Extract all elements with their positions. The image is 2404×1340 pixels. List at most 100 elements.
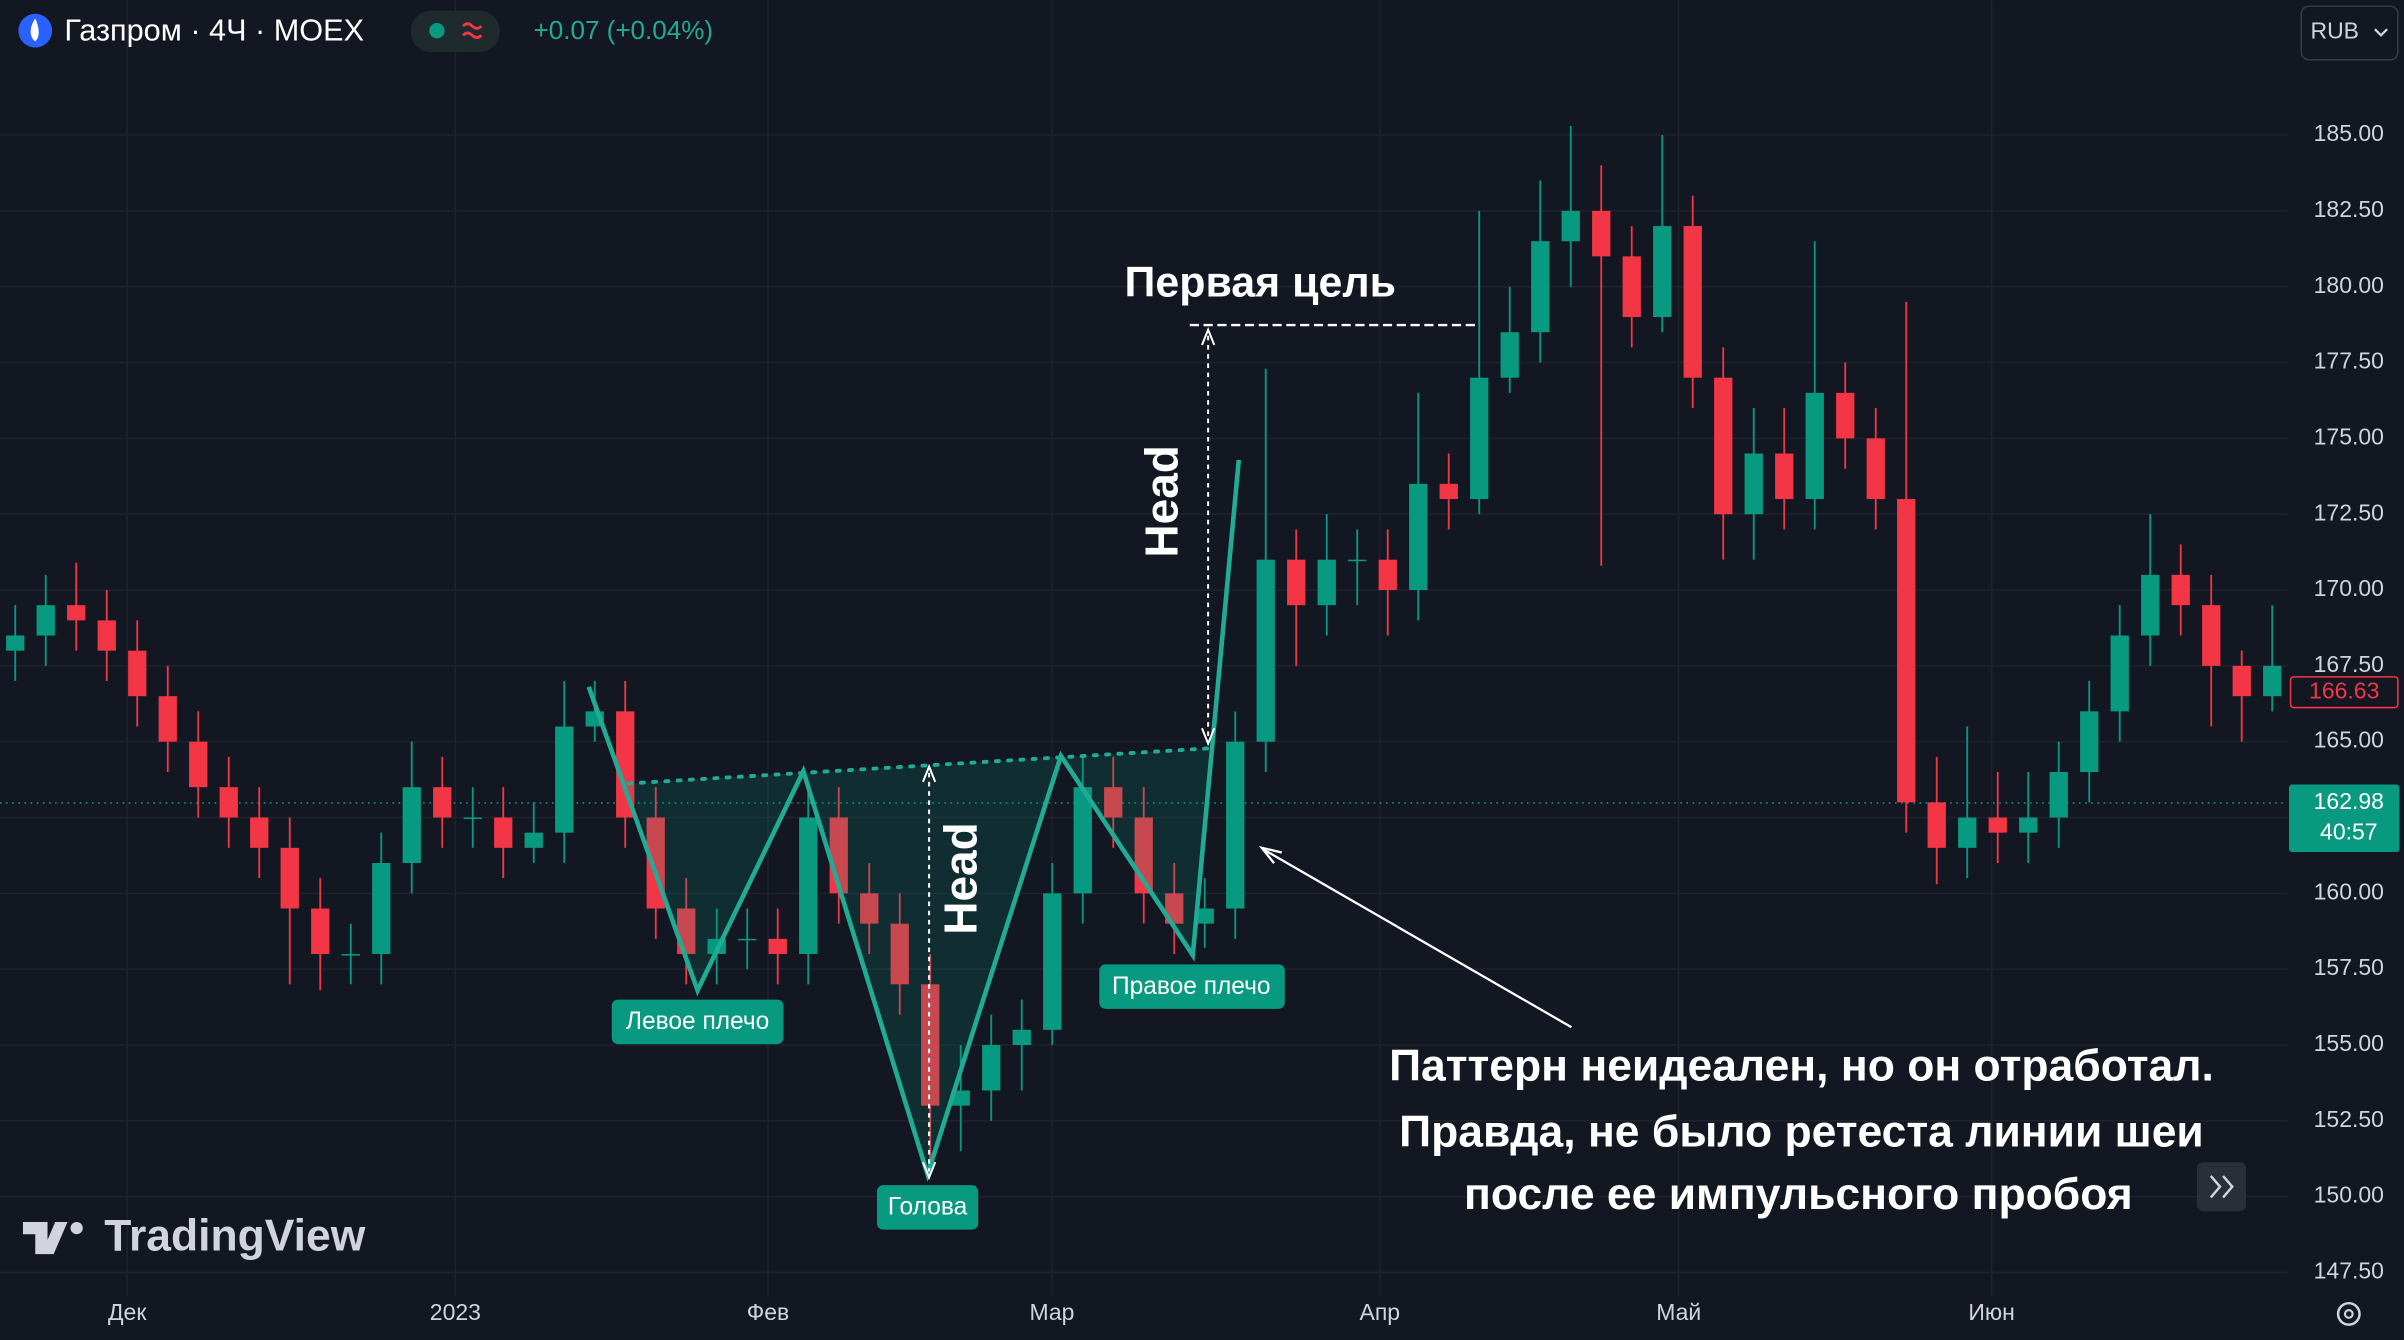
watermark: TradingView — [22, 1212, 366, 1261]
candle-body — [219, 787, 238, 818]
y-tick-label: 165.00 — [2314, 727, 2384, 753]
candle-body — [1683, 226, 1702, 378]
candle-body — [1958, 817, 1977, 848]
settings-icon — [2343, 1309, 2354, 1319]
candle-body — [1714, 377, 1733, 515]
label-head: Голова — [876, 1185, 979, 1230]
candle-body — [1897, 499, 1916, 803]
x-tick-label: Мар — [1029, 1299, 1074, 1325]
watermark-logo — [22, 1221, 68, 1255]
pattern — [586, 323, 1573, 1183]
candle-body — [1317, 559, 1336, 606]
y-tick-label: 150.00 — [2314, 1182, 2384, 1208]
candle-body — [6, 635, 25, 651]
candle-body — [1805, 392, 1824, 500]
candle-body — [494, 817, 513, 848]
y-tick-label: 160.00 — [2314, 878, 2384, 904]
candle-body — [2141, 574, 2160, 636]
candle-body — [158, 696, 177, 742]
y-tick-label: 177.50 — [2314, 348, 2384, 374]
candle-body — [555, 726, 574, 833]
candle-body — [341, 953, 360, 956]
y-tick-label: 185.00 — [2314, 120, 2384, 146]
currency-button[interactable] — [2300, 5, 2399, 61]
candle-body — [1531, 241, 1550, 333]
candle-body — [2232, 665, 2251, 697]
pattern-fill — [628, 748, 1215, 1175]
candle-body — [1439, 483, 1458, 500]
candle-body — [1348, 559, 1367, 562]
x-tick-label: 2023 — [430, 1299, 481, 1325]
candle-body — [67, 605, 86, 621]
last-price-box — [2289, 676, 2399, 709]
candle-body — [1744, 453, 1763, 515]
current-price-box — [2289, 784, 2400, 853]
last-price-label: 166.63 — [2309, 677, 2379, 703]
y-tick-label: 147.50 — [2314, 1258, 2384, 1284]
candle-body — [1653, 226, 1672, 318]
candle-body — [1043, 893, 1062, 1030]
candle-body — [1256, 559, 1275, 742]
candle-body — [1622, 256, 1641, 318]
candle-body — [2019, 817, 2038, 833]
candle-body — [1775, 453, 1794, 500]
current-price-label: 162.98 — [2314, 788, 2384, 814]
candle-body — [2080, 711, 2099, 773]
candle-body — [1927, 802, 1946, 848]
arrow-head — [1258, 845, 1282, 864]
candle-body — [1378, 559, 1397, 591]
y-tick-label: 182.50 — [2314, 196, 2384, 222]
candle-body — [311, 908, 330, 954]
label-box — [876, 1185, 979, 1230]
candle-body — [890, 923, 909, 985]
head-label: Head — [935, 822, 987, 934]
y-tick-label: 152.50 — [2314, 1106, 2384, 1132]
label-text: Правое плечо — [1112, 973, 1271, 1000]
currency-label: RUB — [2310, 17, 2359, 43]
candle-body — [280, 847, 299, 909]
arrow-head — [922, 763, 937, 1181]
candle-body — [1561, 210, 1580, 242]
candle-body — [799, 817, 818, 954]
neckline — [626, 746, 1214, 786]
candle-body — [433, 787, 452, 818]
expand-icon — [2209, 1175, 2234, 1199]
candle-body — [2110, 635, 2129, 712]
x-tick-label: Июн — [1968, 1299, 2014, 1325]
watermark-logo — [70, 1221, 83, 1235]
candle-body — [2049, 772, 2068, 818]
candle-body — [951, 1090, 970, 1106]
x-tick-label: Дек — [108, 1299, 147, 1325]
candle-body — [738, 938, 757, 941]
candle-body — [1500, 332, 1519, 378]
candle-body — [768, 938, 787, 954]
candle-body — [1104, 787, 1123, 818]
settings-button[interactable] — [2336, 1301, 2361, 1326]
candle-body — [36, 605, 55, 636]
label-left-shoulder: Левое плечо — [611, 999, 784, 1045]
candle-body — [1470, 377, 1489, 500]
symbol-title: Газпром · 4Ч · MOEX — [64, 13, 364, 47]
target-label: Первая цель — [1125, 259, 1396, 307]
candle-body — [1287, 559, 1306, 606]
y-tick-label: 175.00 — [2314, 423, 2384, 449]
y-tick-label: 170.00 — [2314, 575, 2384, 601]
y-tick-label: 167.50 — [2314, 651, 2384, 677]
candle-body — [1836, 392, 1855, 439]
y-tick-label: 172.50 — [2314, 499, 2384, 525]
candle-body — [2202, 605, 2221, 666]
candle-body — [982, 1044, 1001, 1091]
candle-body — [189, 741, 208, 788]
candle-body — [402, 787, 421, 864]
status-dot — [429, 23, 445, 39]
x-tick-label: Апр — [1360, 1299, 1401, 1325]
candle-body — [1988, 817, 2007, 833]
y-tick-label: 157.50 — [2314, 954, 2384, 980]
x-tick-label: Фев — [747, 1299, 789, 1325]
candle-body — [128, 650, 147, 697]
y-tick-label: 155.00 — [2314, 1030, 2384, 1056]
label-box — [611, 999, 784, 1045]
